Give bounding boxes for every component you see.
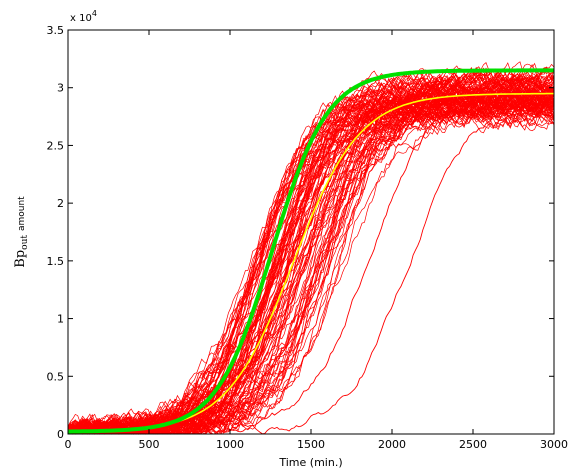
y-axis-label-sub: out [20, 235, 30, 250]
y-multiplier-base: x 10 [70, 13, 92, 24]
y-tick-label: 0 [57, 428, 64, 441]
x-tick-label: 1000 [216, 438, 244, 451]
y-axis-label-main: Bp [13, 250, 28, 268]
y-multiplier-exponent: 4 [92, 9, 97, 18]
x-tick-label: 0 [65, 438, 72, 451]
y-multiplier: x 104 [70, 9, 97, 24]
y-tick-label: 3 [57, 82, 64, 95]
y-tick-label: 1 [57, 313, 64, 326]
x-tick-label: 3000 [540, 438, 568, 451]
x-tick-label: 2500 [459, 438, 487, 451]
y-tick-label: 0.5 [47, 370, 65, 383]
x-tick-label: 2000 [378, 438, 406, 451]
y-axis-label: Bpout amount [13, 196, 30, 268]
y-tick-label: 2.5 [47, 139, 65, 152]
y-tick-label: 1.5 [47, 255, 65, 268]
x-tick-label: 1500 [297, 438, 325, 451]
x-tick-label: 500 [139, 438, 160, 451]
y-tick-label: 2 [57, 197, 64, 210]
x-axis-label: Time (min.) [278, 456, 342, 469]
y-axis-label-suffix: amount [17, 196, 27, 231]
y-tick-label: 3.5 [47, 24, 65, 37]
